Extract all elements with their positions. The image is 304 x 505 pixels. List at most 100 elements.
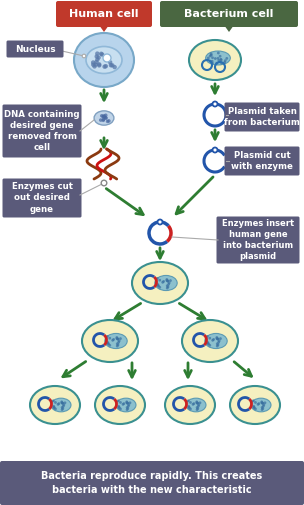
Circle shape bbox=[104, 64, 108, 68]
Circle shape bbox=[166, 280, 169, 282]
Circle shape bbox=[64, 401, 66, 404]
Circle shape bbox=[187, 399, 190, 402]
Circle shape bbox=[92, 64, 97, 69]
Circle shape bbox=[192, 402, 195, 405]
Circle shape bbox=[187, 406, 190, 409]
Circle shape bbox=[212, 338, 215, 341]
Circle shape bbox=[223, 61, 226, 64]
Circle shape bbox=[261, 408, 264, 411]
Circle shape bbox=[209, 337, 211, 339]
Circle shape bbox=[129, 401, 131, 404]
Circle shape bbox=[126, 401, 129, 405]
FancyBboxPatch shape bbox=[224, 146, 299, 176]
Circle shape bbox=[116, 337, 119, 340]
Ellipse shape bbox=[116, 398, 136, 412]
Circle shape bbox=[94, 60, 99, 64]
Circle shape bbox=[196, 402, 199, 405]
Circle shape bbox=[196, 401, 199, 405]
Circle shape bbox=[168, 281, 171, 284]
Ellipse shape bbox=[86, 46, 122, 74]
Circle shape bbox=[206, 341, 209, 344]
Circle shape bbox=[189, 401, 192, 404]
Circle shape bbox=[158, 279, 161, 282]
Circle shape bbox=[166, 287, 169, 289]
Circle shape bbox=[211, 62, 214, 65]
Circle shape bbox=[116, 336, 118, 339]
Circle shape bbox=[99, 118, 102, 122]
FancyBboxPatch shape bbox=[2, 178, 81, 218]
Circle shape bbox=[188, 407, 191, 409]
Circle shape bbox=[117, 341, 120, 344]
Circle shape bbox=[126, 406, 129, 409]
FancyBboxPatch shape bbox=[216, 217, 299, 264]
Text: Plasmid taken
from bacterium: Plasmid taken from bacterium bbox=[224, 107, 300, 127]
Text: Nucleus: Nucleus bbox=[15, 44, 55, 54]
Circle shape bbox=[220, 62, 223, 65]
Circle shape bbox=[167, 280, 169, 283]
FancyBboxPatch shape bbox=[160, 1, 298, 27]
Circle shape bbox=[82, 54, 86, 58]
Circle shape bbox=[216, 337, 218, 340]
Circle shape bbox=[252, 405, 255, 408]
Circle shape bbox=[189, 408, 192, 410]
Circle shape bbox=[260, 400, 263, 403]
Circle shape bbox=[102, 65, 107, 69]
Circle shape bbox=[106, 335, 109, 338]
Circle shape bbox=[61, 408, 64, 411]
Circle shape bbox=[99, 52, 103, 56]
Circle shape bbox=[261, 402, 264, 405]
Circle shape bbox=[207, 57, 210, 60]
Circle shape bbox=[261, 406, 264, 409]
FancyBboxPatch shape bbox=[0, 461, 304, 505]
Circle shape bbox=[93, 63, 98, 67]
Circle shape bbox=[257, 402, 260, 405]
Ellipse shape bbox=[105, 333, 127, 348]
Circle shape bbox=[53, 407, 56, 409]
Circle shape bbox=[57, 402, 60, 405]
Circle shape bbox=[196, 408, 199, 411]
Circle shape bbox=[112, 338, 115, 341]
Circle shape bbox=[220, 59, 223, 61]
Circle shape bbox=[261, 401, 264, 405]
Circle shape bbox=[216, 337, 219, 340]
Circle shape bbox=[224, 59, 227, 62]
Circle shape bbox=[197, 405, 200, 408]
Circle shape bbox=[91, 60, 95, 65]
Circle shape bbox=[167, 285, 169, 288]
Circle shape bbox=[209, 55, 212, 58]
Circle shape bbox=[104, 114, 108, 117]
Circle shape bbox=[110, 63, 115, 68]
Ellipse shape bbox=[94, 111, 114, 125]
Ellipse shape bbox=[82, 320, 138, 362]
Circle shape bbox=[61, 407, 64, 410]
Circle shape bbox=[119, 337, 122, 340]
Circle shape bbox=[217, 57, 219, 60]
Ellipse shape bbox=[74, 33, 134, 87]
Ellipse shape bbox=[132, 262, 188, 304]
Circle shape bbox=[169, 279, 172, 282]
Circle shape bbox=[104, 116, 108, 120]
Circle shape bbox=[216, 345, 219, 347]
Circle shape bbox=[119, 401, 122, 404]
Ellipse shape bbox=[186, 398, 206, 412]
Polygon shape bbox=[224, 25, 234, 32]
Circle shape bbox=[61, 402, 64, 405]
Circle shape bbox=[126, 408, 129, 411]
Circle shape bbox=[100, 114, 104, 118]
Circle shape bbox=[217, 341, 220, 344]
Circle shape bbox=[60, 400, 63, 403]
Circle shape bbox=[262, 405, 265, 408]
Circle shape bbox=[157, 284, 159, 287]
Circle shape bbox=[212, 147, 217, 153]
Circle shape bbox=[157, 220, 163, 225]
Circle shape bbox=[106, 120, 109, 123]
Circle shape bbox=[117, 405, 120, 408]
Circle shape bbox=[219, 337, 222, 340]
Circle shape bbox=[61, 401, 64, 405]
Circle shape bbox=[97, 63, 102, 68]
Circle shape bbox=[216, 338, 219, 340]
Circle shape bbox=[216, 342, 219, 345]
Circle shape bbox=[127, 403, 130, 406]
Circle shape bbox=[111, 339, 114, 342]
Circle shape bbox=[209, 344, 211, 347]
